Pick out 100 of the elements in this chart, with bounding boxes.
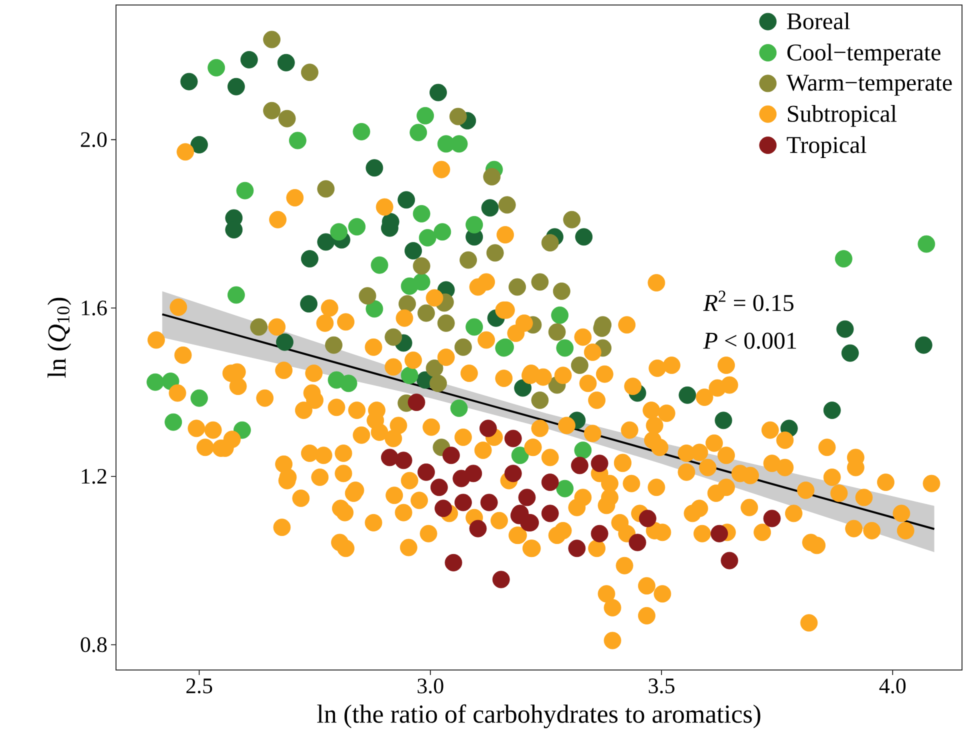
point <box>263 30 280 48</box>
point <box>190 389 208 407</box>
point <box>628 534 646 552</box>
point <box>480 494 498 512</box>
point <box>836 320 854 338</box>
point <box>394 452 412 470</box>
x-tick-label: 3.0 <box>418 678 444 694</box>
point <box>714 412 732 430</box>
point <box>498 196 516 214</box>
annotation: P < 0.001 <box>703 332 796 349</box>
y-tick-label: 2.0 <box>80 132 107 148</box>
point <box>437 314 455 332</box>
point <box>400 366 418 384</box>
y-tick-label: 1.2 <box>82 468 106 484</box>
point <box>208 59 226 76</box>
point <box>410 124 428 142</box>
point <box>483 168 501 186</box>
point <box>430 84 447 102</box>
point <box>412 257 430 275</box>
point <box>541 504 559 522</box>
point <box>434 223 452 241</box>
point <box>454 494 472 512</box>
point <box>380 448 398 466</box>
point <box>278 110 296 128</box>
point <box>263 102 280 120</box>
point <box>418 229 436 246</box>
point <box>841 344 859 362</box>
point <box>548 323 566 341</box>
legend-label: Cool−temperate <box>787 44 940 66</box>
point <box>277 54 295 72</box>
point <box>511 446 529 464</box>
x-axis-title: ln (the ratio of carbohydrates to aromatics) <box>317 704 760 728</box>
point <box>300 295 318 313</box>
point <box>328 371 346 389</box>
point <box>914 336 932 354</box>
point <box>486 244 504 262</box>
point <box>454 338 472 356</box>
point <box>164 413 182 431</box>
point <box>556 480 574 498</box>
point <box>563 210 581 228</box>
point <box>370 256 388 274</box>
x-tick-label: 4.0 <box>879 678 906 694</box>
point <box>552 282 570 300</box>
point <box>492 570 510 588</box>
point <box>481 199 499 217</box>
point <box>416 106 434 124</box>
point <box>466 318 483 336</box>
point <box>301 250 318 268</box>
point <box>384 328 402 346</box>
point <box>442 446 460 464</box>
point <box>466 216 483 234</box>
point <box>575 228 593 246</box>
y-tick-label: 0.8 <box>80 637 107 652</box>
point <box>228 286 245 304</box>
point <box>325 336 342 354</box>
point <box>574 442 592 459</box>
point <box>720 552 738 570</box>
point <box>404 242 422 260</box>
point <box>508 278 526 296</box>
point <box>918 235 936 253</box>
point <box>531 392 549 409</box>
point <box>531 273 549 291</box>
point <box>590 524 608 542</box>
point <box>678 386 696 404</box>
point <box>418 463 435 481</box>
legend-label: Warm−temperate <box>786 74 952 96</box>
point <box>317 233 335 251</box>
point <box>412 205 430 222</box>
legend-label: Tropical <box>786 136 866 158</box>
point <box>514 379 532 397</box>
point <box>464 464 482 482</box>
point <box>449 108 467 126</box>
point <box>430 374 447 392</box>
point <box>460 251 477 269</box>
point <box>348 218 366 236</box>
point <box>236 182 254 200</box>
point <box>276 333 294 351</box>
point <box>834 250 852 268</box>
point <box>556 339 574 357</box>
legend-label: Subtropical <box>788 105 897 127</box>
point <box>518 488 536 506</box>
point <box>444 554 462 572</box>
legend-label: Boreal <box>787 12 850 30</box>
point <box>541 474 559 491</box>
point <box>228 78 245 96</box>
point <box>180 72 198 90</box>
y-tick-label: 1.6 <box>82 300 107 316</box>
point <box>551 306 569 324</box>
point <box>426 360 444 377</box>
point <box>366 159 384 177</box>
point <box>568 540 586 558</box>
point <box>398 295 416 313</box>
point <box>301 64 318 82</box>
point <box>250 318 268 336</box>
point <box>541 234 559 252</box>
point <box>398 191 416 209</box>
y-axis-title: ln (Q$_{10}$) <box>48 298 72 378</box>
point <box>330 223 348 241</box>
annotation: R$^{2}$ = 0.15 <box>703 290 794 312</box>
point <box>570 356 588 374</box>
